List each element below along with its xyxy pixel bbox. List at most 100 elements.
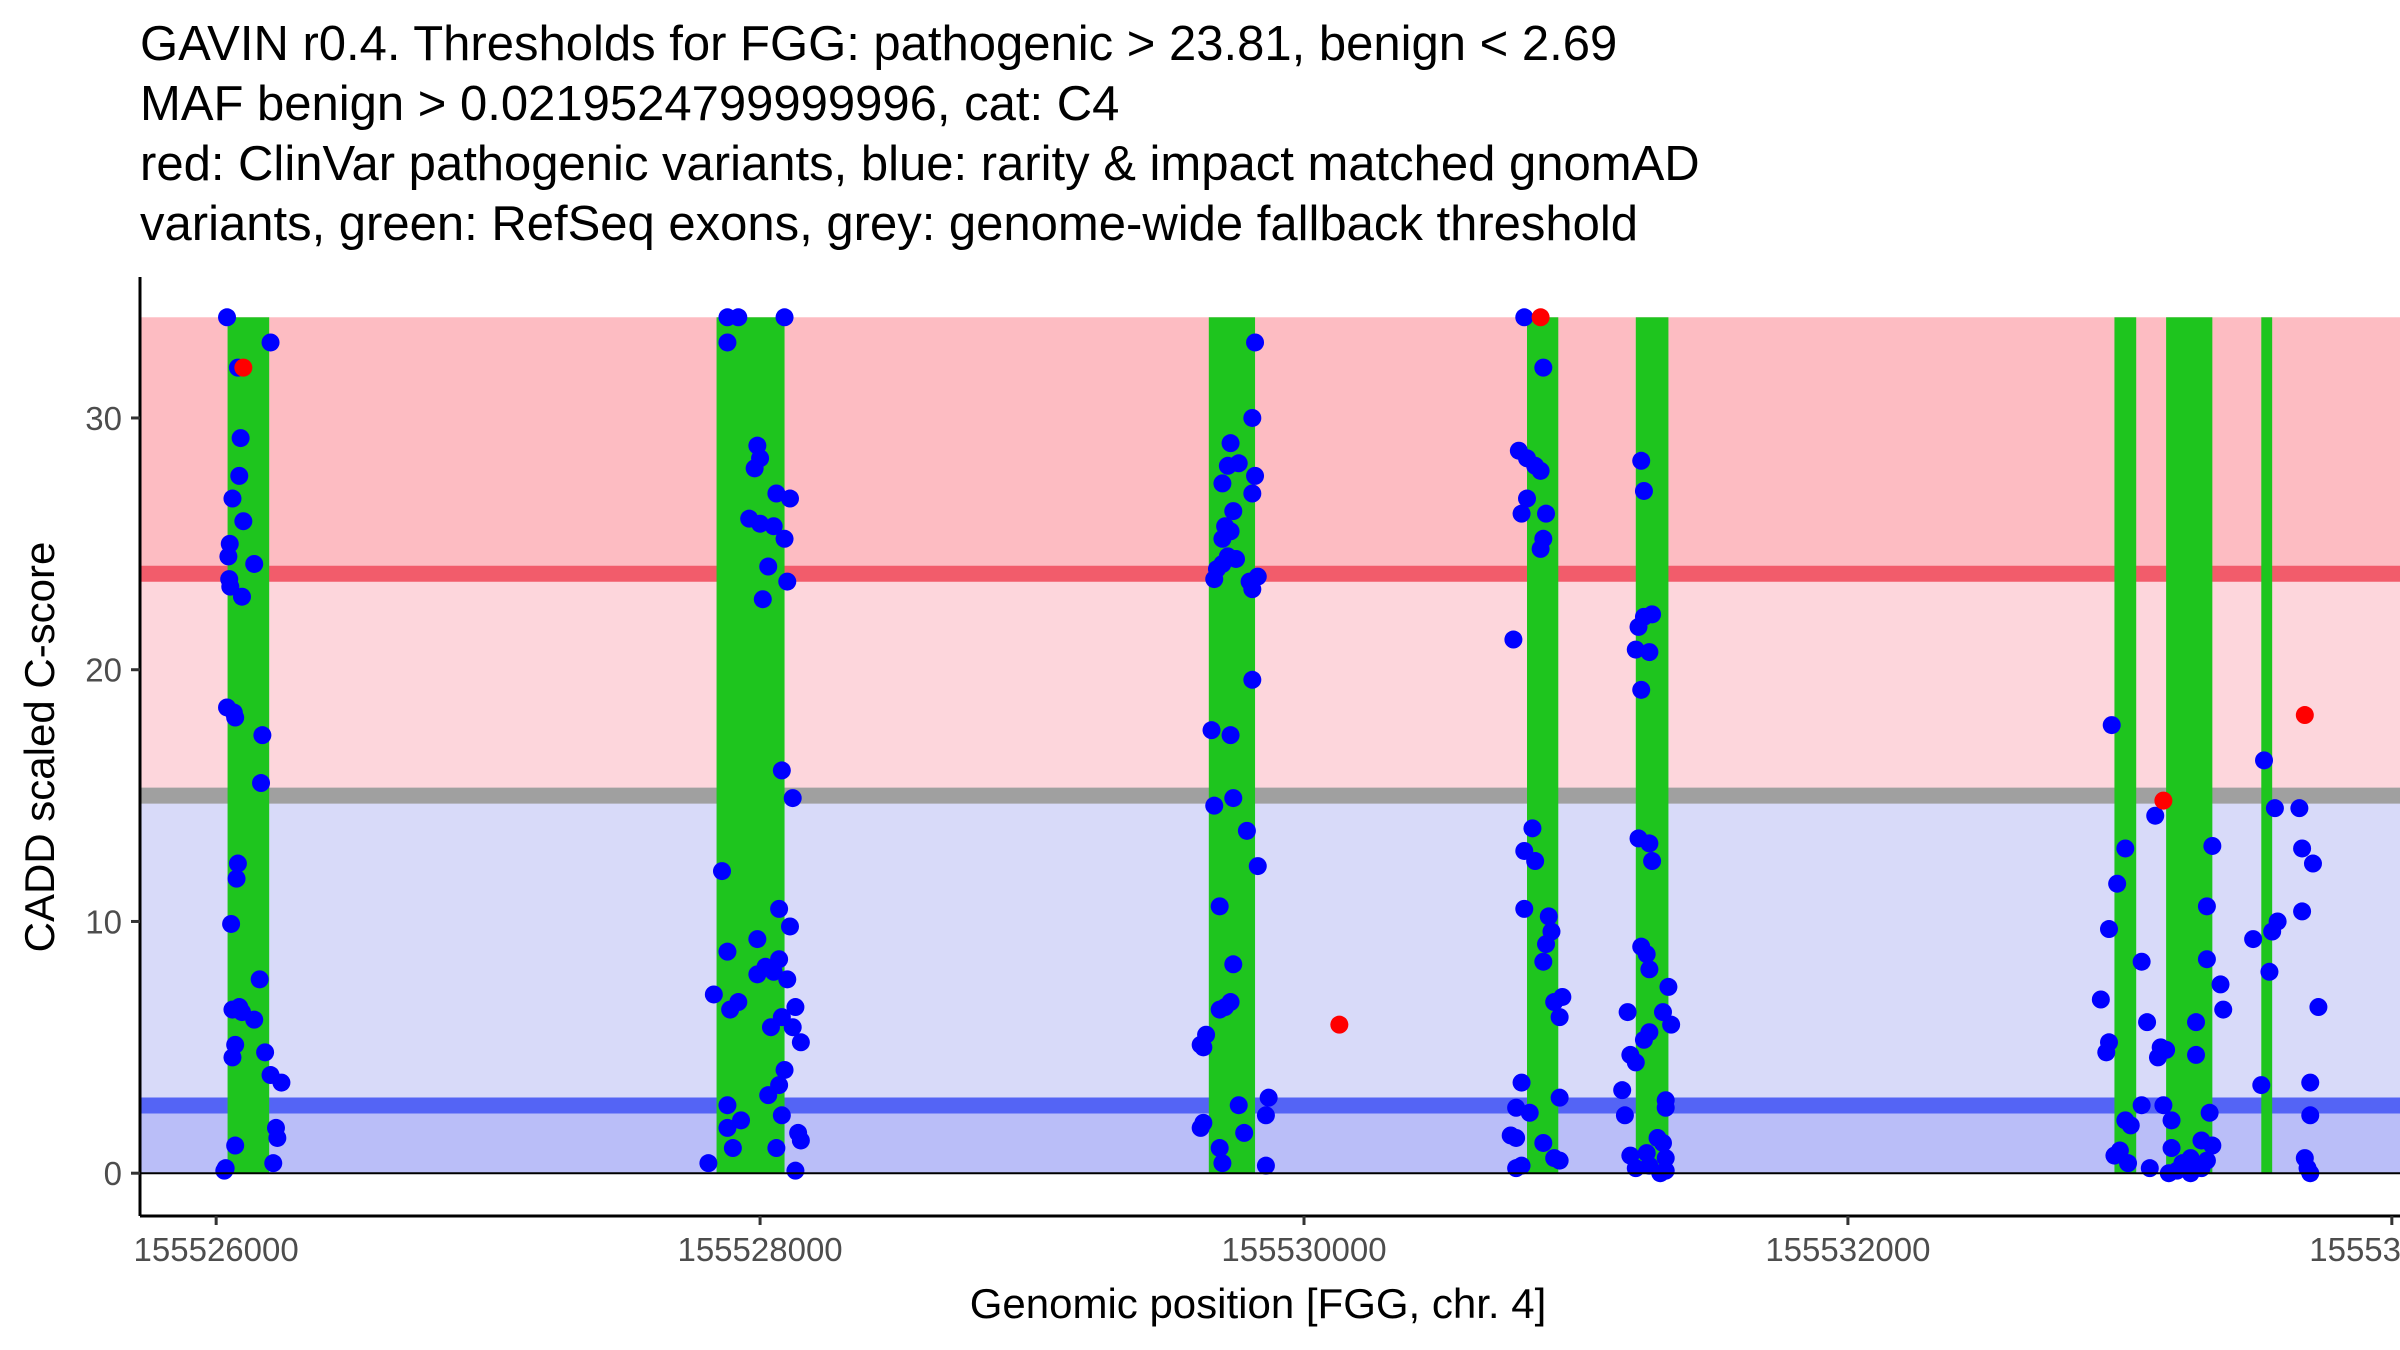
gnomad-variant-point (718, 942, 737, 961)
axes: 0 10 20 30 155526000 155528000 155530000 155532… (85, 277, 2400, 1268)
gnomad-variant-point (1213, 1154, 1232, 1173)
gnomad-variant-point (1632, 451, 1651, 470)
exon-bar (2166, 317, 2213, 1174)
gnomad-variant-point (2214, 1000, 2233, 1019)
gnomad-variant-point (1227, 549, 1246, 568)
gnomad-variant-point (231, 429, 250, 448)
gnomad-variant-point (764, 962, 783, 981)
gnomad-variant-point (253, 726, 272, 745)
x-tick-label: 155530000 (1221, 1231, 1386, 1268)
gnomad-variant-point (252, 774, 271, 793)
gnomad-variant-point (1640, 834, 1659, 853)
x-tick-label: 155526000 (134, 1231, 299, 1268)
gnomad-variant-point (2303, 854, 2322, 873)
gnomad-variant-point (2097, 1043, 2116, 1062)
gnomad-variant-point (745, 459, 764, 478)
exon-bar (227, 317, 270, 1174)
title-line: MAF benign > 0.0219524799999996, cat: C4 (140, 77, 1120, 131)
gnomad-variant-point (2148, 1048, 2167, 1067)
gnomad-variant-point (1248, 857, 1267, 876)
gnomad-variant-point (221, 577, 240, 596)
gnomad-variant-point (1537, 935, 1556, 954)
gnomad-variant-point (786, 998, 805, 1017)
gnomad-variant-point (261, 333, 280, 352)
gnomad-variant-point (1243, 484, 1262, 503)
gnomad-variant-point (1243, 408, 1262, 427)
gnomad-variant-point (1221, 434, 1240, 453)
gnomad-variant-point (1256, 1106, 1275, 1125)
gnomad-variant-point (1205, 570, 1224, 589)
gnomad-variant-point (223, 1048, 242, 1067)
gnomad-variant-point (2140, 1159, 2159, 1178)
gnomad-variant-point (748, 965, 767, 984)
gnomad-variant-point (1243, 670, 1262, 689)
gnomad-variant-point (718, 333, 737, 352)
gnomad-variant-point (770, 899, 789, 918)
gnomad-variant-point (775, 529, 794, 548)
gnomad-variant-point (1634, 1030, 1653, 1049)
gnomad-variant-point (1191, 1118, 1210, 1137)
benign-intermediate-zone (140, 795, 2400, 1106)
gnomad-variant-point (219, 547, 238, 566)
gnomad-variant-point (272, 1073, 291, 1092)
gnomad-variant-point (2203, 1136, 2222, 1155)
gnomad-variant-point (704, 985, 723, 1004)
title-line: GAVIN r0.4. Thresholds for FGG: pathogen… (140, 17, 1618, 71)
gnomad-variant-point (2100, 920, 2119, 939)
gnomad-variant-point (723, 1139, 742, 1158)
gnomad-variant-point (791, 1033, 810, 1052)
gnomad-variant-point (1659, 977, 1678, 996)
gnomad-variant-point (1539, 907, 1558, 926)
gnomad-variant-point (226, 1136, 245, 1155)
gnomad-variant-point (2244, 930, 2263, 949)
gnomad-variant-point (1210, 1139, 1229, 1158)
gnomad-variant-point (753, 590, 772, 609)
gnomad-variant-point (2260, 962, 2279, 981)
gnomad-variant-point (1512, 504, 1531, 523)
gnomad-variant-point (1213, 529, 1232, 548)
gnomad-variant-point (775, 1060, 794, 1079)
gnomad-variant-point (1545, 993, 1564, 1012)
gnomad-variant-point (1235, 1123, 1254, 1142)
gnomad-variant-point (227, 869, 246, 888)
pathogenic-variant-point (234, 358, 253, 377)
gnomad-variant-point (256, 1043, 275, 1062)
x-axis-label: Genomic position [FGG, chr. 4] (970, 1280, 1547, 1327)
y-axis-label: CADD scaled C-score (16, 542, 63, 953)
gnomad-variant-point (791, 1131, 810, 1150)
gnomad-variant-point (1618, 1003, 1637, 1022)
gnomad-variant-point (1191, 1035, 1210, 1054)
gnomad-variant-point (783, 789, 802, 808)
exon-bar (2114, 317, 2137, 1174)
gnomad-variant-point (2197, 950, 2216, 969)
gnomad-variant-point (1626, 640, 1645, 659)
gnomad-variant-point (718, 1118, 737, 1137)
chart-title: GAVIN r0.4. Thresholds for FGG: pathogen… (140, 14, 2340, 254)
gnomad-variant-point (1632, 680, 1651, 699)
gnomad-variant-point (1237, 821, 1256, 840)
gnomad-variant-point (767, 1139, 786, 1158)
gnomad-variant-point (1213, 474, 1232, 493)
y-tick-label: 0 (104, 1155, 122, 1192)
gnomad-variant-point (1626, 1053, 1645, 1072)
gnomad-variant-point (250, 970, 269, 989)
gnomad-variant-point (1515, 899, 1534, 918)
gnomad-variant-point (1246, 466, 1265, 485)
title-line: variants, green: RefSeq exons, grey: gen… (140, 197, 1639, 251)
gnomad-variant-point (2154, 1096, 2173, 1115)
gnomad-variant-point (772, 761, 791, 780)
gnomad-variant-point (775, 308, 794, 327)
pathogenic-variant-point (1531, 308, 1550, 327)
data-points (215, 308, 2328, 1183)
gnomad-variant-point (778, 970, 797, 989)
threshold-bands (140, 317, 2400, 1174)
gnomad-variant-point (1515, 308, 1534, 327)
gnomad-variant-point (2138, 1013, 2157, 1032)
gnomad-variant-point (264, 1154, 283, 1173)
gnomad-variant-point (2108, 874, 2127, 893)
gnomad-variant-point (1202, 721, 1221, 740)
gnomad-variant-point (2301, 1073, 2320, 1092)
gnomad-variant-point (780, 917, 799, 936)
gnomad-variant-point (2197, 897, 2216, 916)
